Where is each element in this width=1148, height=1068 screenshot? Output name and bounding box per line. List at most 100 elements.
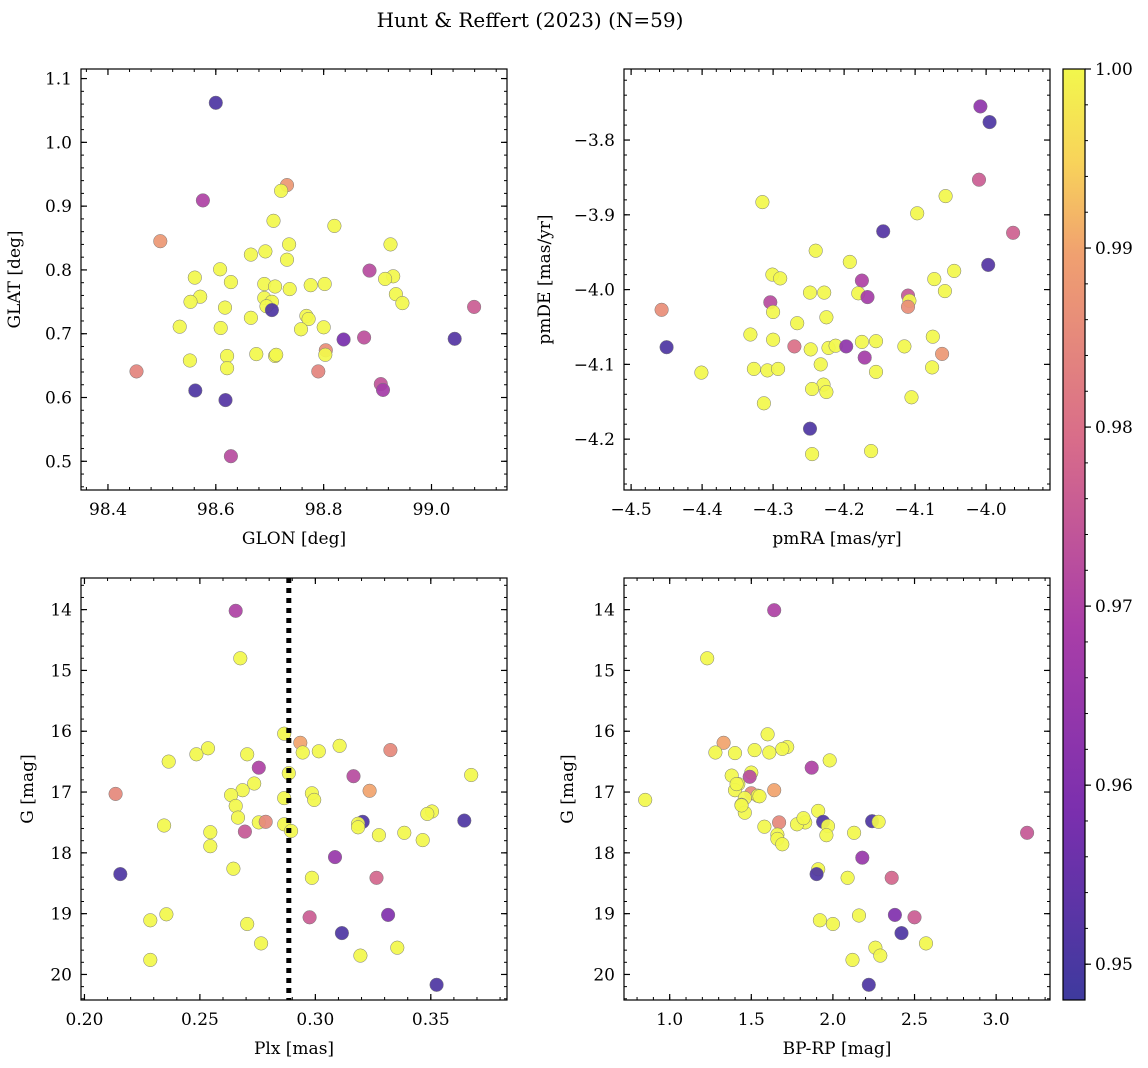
- colorbar-gradient: [1062, 68, 1086, 1001]
- data-point: [187, 270, 202, 285]
- data-point: [243, 247, 258, 262]
- data-point: [327, 850, 343, 865]
- data-point: [868, 364, 884, 379]
- data-point: [228, 798, 243, 814]
- x-tick-label: −4.5: [610, 500, 651, 520]
- data-point: [362, 263, 377, 278]
- y-tick-label: 16: [593, 722, 615, 742]
- colorbar-tick-label: 0.97: [1095, 597, 1133, 617]
- data-point: [217, 300, 233, 315]
- data-point: [694, 365, 709, 380]
- data-point: [1006, 225, 1021, 240]
- x-tick-label: 98.8: [305, 500, 343, 520]
- data-point: [847, 825, 862, 840]
- y-tick-label: −4.0: [574, 281, 615, 301]
- data-point: [240, 747, 255, 762]
- data-point: [195, 193, 210, 208]
- data-point: [790, 316, 805, 331]
- data-point: [220, 361, 235, 376]
- y-axis-label: G [mag]: [18, 754, 38, 823]
- data-point: [871, 814, 886, 829]
- data-point: [716, 735, 731, 750]
- data-point: [884, 870, 899, 885]
- y-tick-label: 1.0: [45, 133, 72, 153]
- data-point: [247, 776, 262, 791]
- x-tick-label: −4.3: [752, 500, 793, 520]
- data-point: [819, 384, 834, 400]
- data-point: [429, 977, 444, 992]
- x-tick-label: 98.6: [197, 500, 235, 520]
- data-point: [189, 747, 204, 762]
- data-point: [638, 792, 653, 807]
- data-point: [390, 940, 405, 955]
- data-point: [274, 183, 289, 198]
- data-point: [925, 360, 940, 375]
- y-tick-label: 0.7: [45, 325, 72, 345]
- data-point: [303, 278, 318, 293]
- data-point: [447, 331, 462, 346]
- colorbar-tick-label: 0.96: [1095, 776, 1133, 796]
- data-point: [981, 257, 996, 272]
- data-point: [805, 447, 820, 462]
- x-tick-label: 0.20: [66, 1010, 104, 1030]
- y-tick-label: 0.8: [45, 261, 72, 281]
- data-point: [251, 760, 266, 775]
- data-point: [855, 850, 870, 865]
- data-point: [233, 651, 248, 666]
- data-point: [925, 329, 940, 344]
- data-point: [813, 357, 828, 372]
- colorbar-tick-label: 1.00: [1095, 60, 1133, 80]
- colorbar-tick-label: 0.98: [1095, 418, 1133, 438]
- colorbar: 0.95 0.96 0.97 0.98 0.99 1.00: [1062, 60, 1133, 1001]
- data-point: [851, 908, 867, 923]
- data-point: [864, 444, 879, 459]
- data-point: [307, 792, 322, 807]
- data-point: [183, 294, 198, 309]
- data-point: [282, 237, 297, 252]
- data-point: [464, 767, 479, 783]
- data-point: [371, 828, 386, 843]
- x-tick-label: 1.0: [656, 1010, 683, 1030]
- data-point: [757, 819, 772, 834]
- data-point: [756, 396, 771, 411]
- x-axis-label: pmRA [mas/yr]: [772, 529, 901, 549]
- data-point: [860, 290, 875, 305]
- data-point: [708, 745, 723, 760]
- data-point: [729, 777, 744, 792]
- data-point: [910, 206, 925, 221]
- x-axis-label: BP-RP [mag]: [783, 1039, 892, 1059]
- y-tick-label: 18: [50, 844, 72, 864]
- data-point: [802, 285, 818, 300]
- x-tick-label: 3.0: [983, 1010, 1010, 1030]
- data-point: [332, 738, 347, 753]
- data-point: [369, 870, 384, 885]
- x-tick-label: 2.5: [901, 1010, 928, 1030]
- axes-frame: [80, 577, 508, 1001]
- data-point: [129, 364, 144, 379]
- scatter-panel-bprp-g: 1.0 1.5 2.0 2.5 3.0 14 15 16 17 18 19 20 BP-RP [mag]…: [558, 577, 1051, 1059]
- data-point: [742, 769, 757, 784]
- data-point: [802, 421, 818, 436]
- data-point: [351, 820, 366, 835]
- x-tick-label: 1.5: [738, 1010, 765, 1030]
- data-point: [353, 948, 368, 963]
- data-point: [842, 254, 857, 269]
- data-point: [755, 195, 770, 210]
- data-point: [887, 907, 902, 922]
- data-point: [819, 310, 834, 325]
- x-tick-label: 0.25: [181, 1010, 219, 1030]
- x-tick-label: 0.30: [296, 1010, 334, 1030]
- data-point: [840, 870, 855, 885]
- y-tick-label: 17: [593, 783, 615, 803]
- y-tick-label: 16: [50, 722, 72, 742]
- data-point: [311, 744, 326, 759]
- y-tick-label: 20: [50, 965, 72, 985]
- data-point: [868, 334, 884, 349]
- data-point: [971, 172, 987, 187]
- y-tick-label: 0.9: [45, 197, 72, 217]
- data-point: [213, 320, 228, 336]
- y-tick-label: 17: [50, 783, 72, 803]
- data-point: [973, 99, 988, 114]
- data-point: [311, 364, 326, 379]
